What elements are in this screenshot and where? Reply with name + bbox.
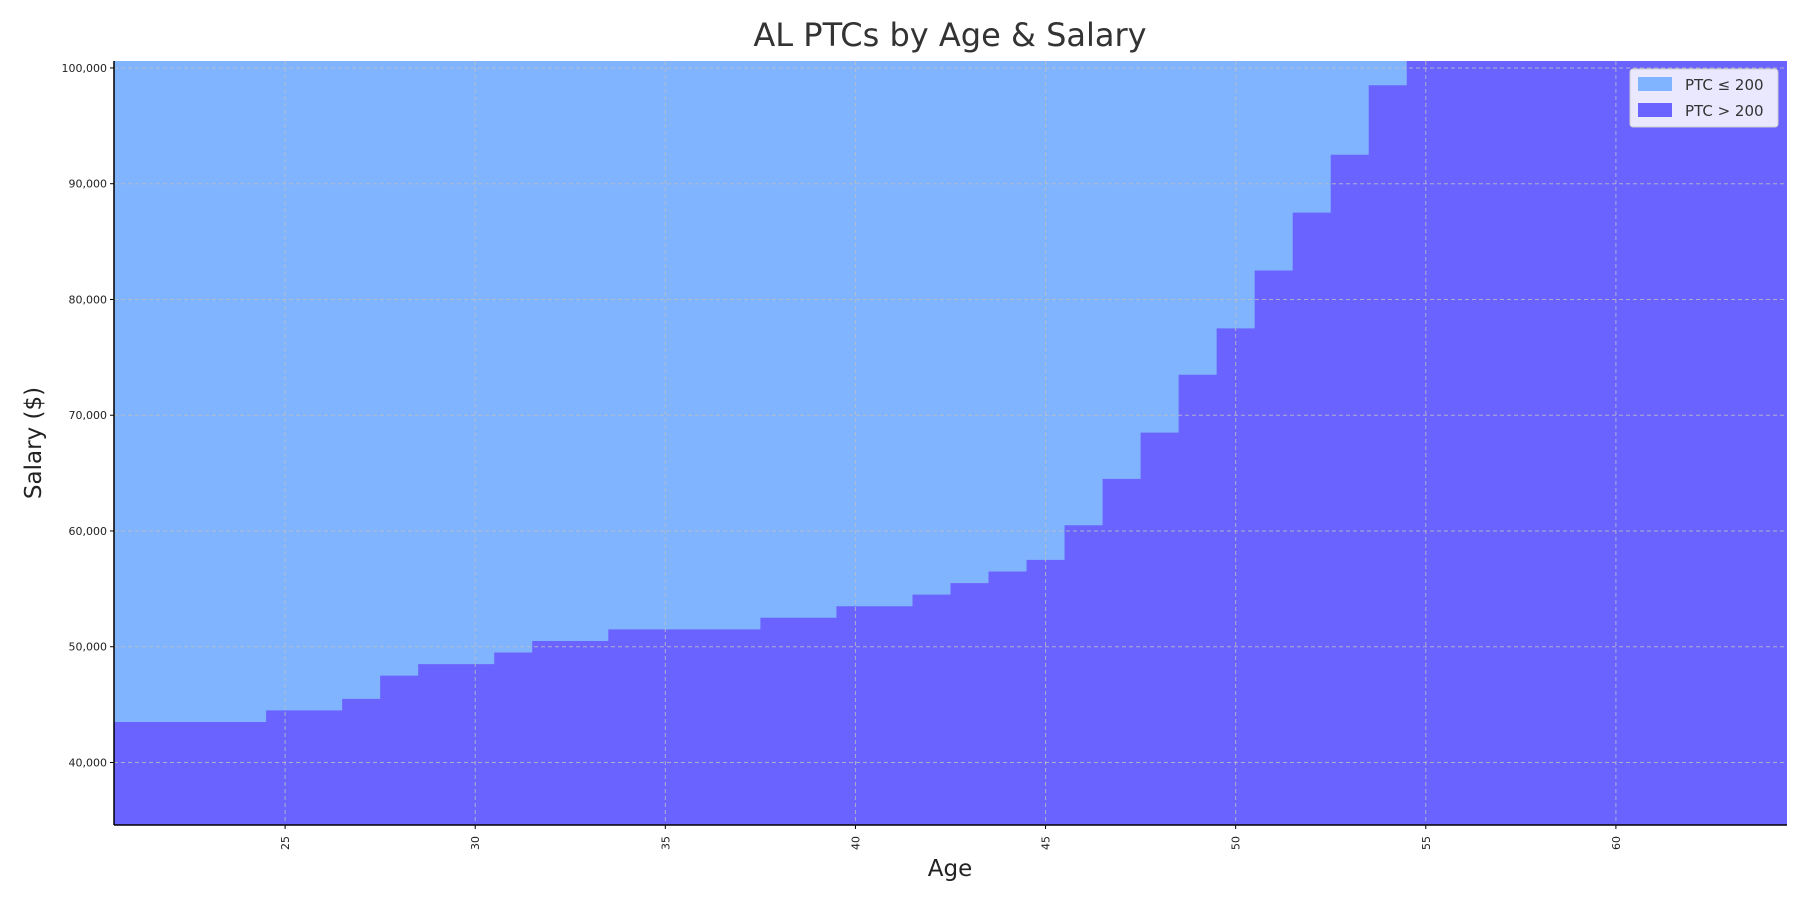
x-tick-label: 35 [659, 836, 672, 850]
y-tick-label: 80,000 [69, 293, 108, 306]
legend-label-ptc-le-200: PTC ≤ 200 [1685, 76, 1764, 94]
x-tick-label: 55 [1420, 836, 1433, 850]
y-tick-label: 60,000 [69, 525, 108, 538]
legend-swatch-ptc-gt-200 [1638, 103, 1672, 117]
x-axis-label: Age [928, 856, 972, 882]
plot-area [114, 61, 1787, 825]
y-tick-label: 50,000 [69, 641, 108, 654]
legend-label-ptc-gt-200: PTC > 200 [1685, 102, 1764, 120]
axes [113, 61, 1787, 826]
x-tick-label: 50 [1230, 836, 1243, 850]
y-tick-label: 100,000 [62, 62, 108, 75]
grid [114, 61, 1787, 825]
x-tick-label: 60 [1610, 836, 1623, 850]
ticks: 25 30 35 40 45 50 55 60 40,000 50,000 60,000 70,000… [62, 62, 1623, 850]
x-tick-label: 40 [849, 836, 862, 850]
y-axis-label: Salary ($) [21, 387, 47, 499]
area-ptc-gt-200 [114, 61, 1787, 825]
x-tick-label: 30 [469, 836, 482, 850]
y-tick-label: 70,000 [69, 409, 108, 422]
legend-swatch-ptc-le-200 [1638, 77, 1672, 91]
y-tick-label: 40,000 [69, 756, 108, 769]
x-tick-label: 45 [1040, 836, 1053, 850]
legend: PTC ≤ 200 PTC > 200 [1629, 68, 1779, 128]
x-tick-label: 25 [279, 836, 292, 850]
y-tick-label: 90,000 [69, 178, 108, 191]
chart-title: AL PTCs by Age & Salary [753, 16, 1146, 54]
